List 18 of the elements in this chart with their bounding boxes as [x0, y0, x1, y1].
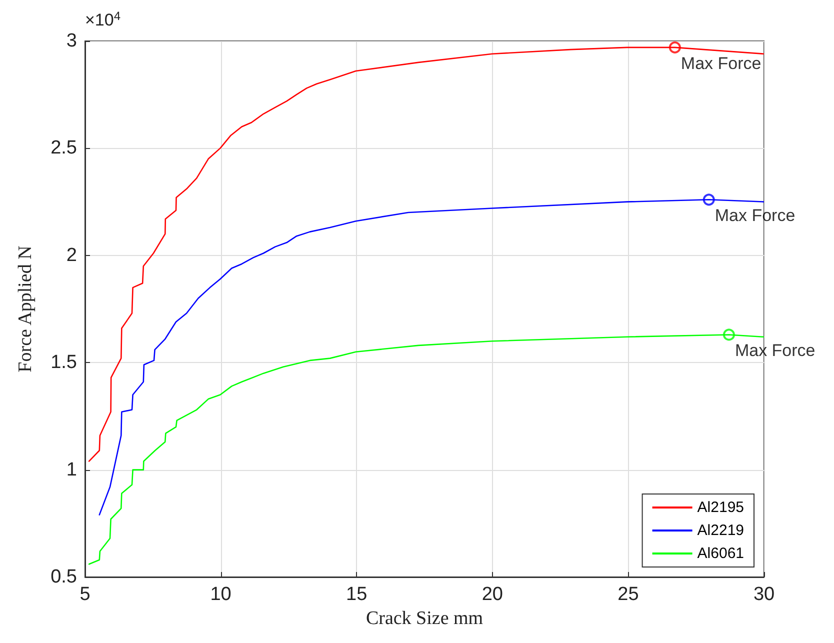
- legend-label: Al2219: [697, 522, 744, 539]
- x-tick-label: 20: [482, 584, 503, 605]
- x-tick-label: 5: [80, 584, 90, 605]
- x-axis-title: Crack Size mm: [366, 608, 484, 629]
- x-tick-label: 25: [618, 584, 639, 605]
- y-tick-label: 3: [66, 30, 77, 52]
- x-tick-label: 30: [753, 584, 775, 605]
- data-label: Max Force: [680, 54, 762, 73]
- legend-label: Al6061: [697, 545, 744, 562]
- y-axis-title: Force Applied N: [15, 245, 36, 372]
- y-tick-label: 1.5: [50, 352, 77, 374]
- legend-label: Al2195: [697, 499, 744, 516]
- y-tick-label: 2: [66, 244, 77, 266]
- y-tick-label: 2.5: [50, 138, 77, 159]
- y-tick-label: 0.5: [50, 566, 77, 588]
- x-tick-label: 15: [346, 584, 368, 605]
- y-tick-label: 1: [66, 459, 77, 480]
- x-tick-label: 10: [210, 584, 232, 605]
